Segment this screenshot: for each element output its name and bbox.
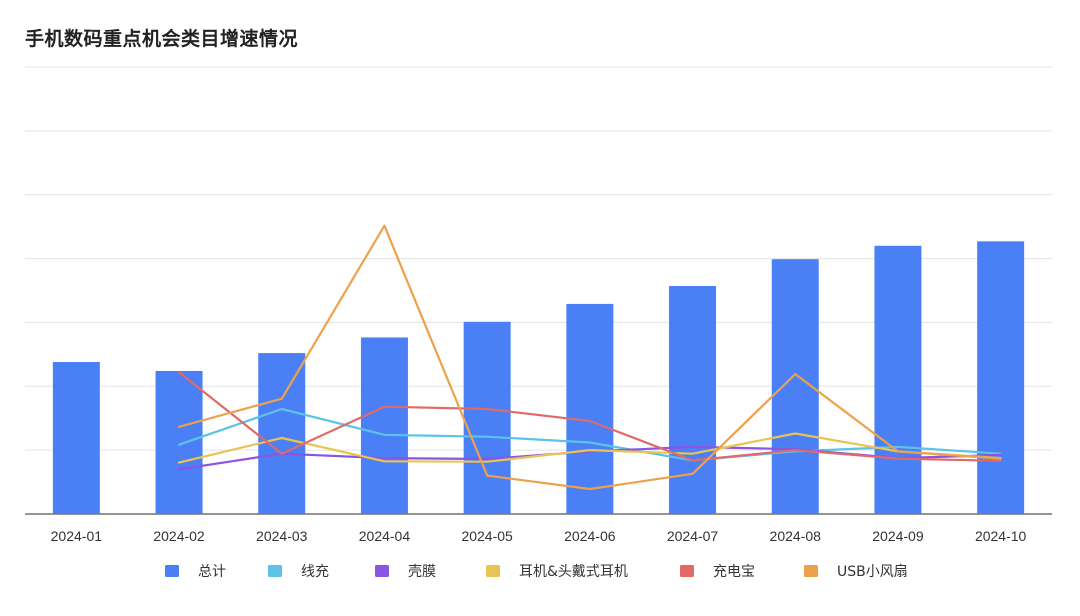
x-tick-label: 2024-07 (667, 528, 719, 544)
lines (178, 224, 1002, 491)
x-tick-label: 2024-05 (461, 528, 513, 544)
legend-swatch (804, 565, 818, 577)
bar-2024-07 (669, 286, 717, 514)
legend-swatch (680, 565, 694, 577)
bars (52, 241, 1025, 515)
legend-item: USB小风扇 (804, 564, 908, 580)
legend-label: USB小风扇 (837, 564, 908, 580)
bar-2024-05 (463, 321, 511, 514)
bar-2024-06 (566, 303, 614, 514)
x-tick-label: 2024-01 (51, 528, 103, 544)
x-axis-ticks: 2024-01 2024-02 2024-03 2024-04 2024-05 2024-… (51, 528, 1027, 544)
legend-swatch (268, 565, 282, 577)
series-line-5 (178, 224, 1002, 491)
legend-item: 线充 (268, 564, 329, 580)
x-tick-label: 2024-10 (975, 528, 1027, 544)
bar-2024-04 (360, 337, 408, 514)
legend-label: 壳膜 (408, 563, 436, 580)
bar-2024-03 (258, 353, 306, 514)
x-tick-label: 2024-02 (153, 528, 205, 544)
bar-2024-09 (874, 245, 922, 515)
legend-label: 总计 (198, 564, 226, 580)
bar-2024-02 (155, 370, 203, 514)
legend: 总计 线充 壳膜 耳机&头戴式耳机 充电宝 USB小风扇 (165, 563, 908, 580)
legend-label: 充电宝 (713, 564, 755, 580)
legend-item: 总计 (165, 564, 226, 580)
legend-swatch (165, 565, 179, 577)
bar-2024-01 (52, 362, 100, 514)
chart-title: 手机数码重点机会类目增速情况 (25, 28, 299, 50)
series-line-1 (178, 407, 1002, 462)
legend-item: 充电宝 (680, 564, 755, 580)
x-tick-label: 2024-04 (359, 528, 411, 544)
legend-swatch (486, 565, 500, 577)
series-line-4 (178, 371, 1002, 462)
legend-label: 线充 (301, 564, 329, 580)
x-tick-label: 2024-06 (564, 528, 616, 544)
x-tick-label: 2024-09 (872, 528, 924, 544)
legend-item: 壳膜 (375, 563, 436, 580)
bar-2024-10 (977, 241, 1025, 514)
legend-swatch (375, 565, 389, 577)
legend-item: 耳机&头戴式耳机 (486, 564, 628, 580)
x-tick-label: 2024-03 (256, 528, 308, 544)
x-tick-label: 2024-08 (770, 528, 822, 544)
legend-label: 耳机&头戴式耳机 (519, 564, 628, 580)
series-line-3 (178, 432, 1002, 464)
